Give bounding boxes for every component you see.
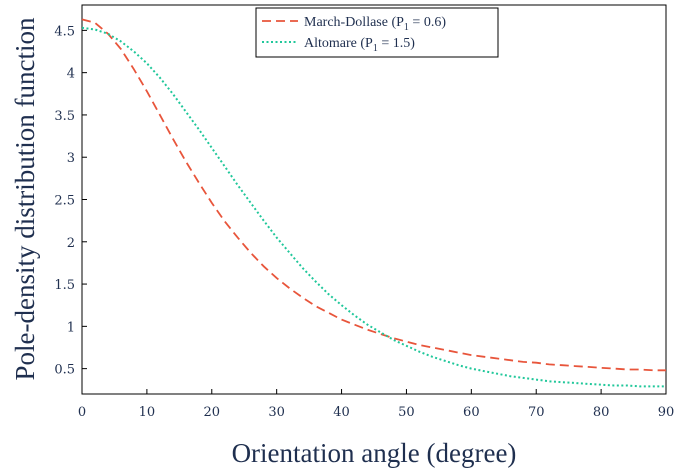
y-tick-label: 3 xyxy=(67,151,75,166)
x-tick-label: 80 xyxy=(593,405,610,420)
x-tick-label: 90 xyxy=(658,405,674,420)
x-tick-label: 70 xyxy=(528,405,545,420)
x-tick-label: 50 xyxy=(398,405,415,420)
x-tick-label: 30 xyxy=(268,405,285,420)
x-axis-title: Orientation angle (degree) xyxy=(232,438,517,468)
y-tick-label: 1.5 xyxy=(54,278,75,293)
y-tick-label: 2.5 xyxy=(54,194,75,209)
y-tick-label: 4 xyxy=(67,67,75,82)
y-tick-label: 1 xyxy=(67,320,75,335)
y-axis-title: Pole-density distribution function xyxy=(10,17,40,380)
y-tick-label: 3.5 xyxy=(54,109,75,124)
x-tick-label: 10 xyxy=(139,405,156,420)
legend-box xyxy=(255,7,499,58)
y-tick-label: 2 xyxy=(67,236,75,251)
series-line-altomare xyxy=(81,26,666,388)
legend-label-march-dollase: March-Dollase (P1 = 0.6) xyxy=(304,15,446,33)
series-layer xyxy=(81,18,666,388)
x-tick-label: 60 xyxy=(463,405,480,420)
series-line-march-dollase xyxy=(81,18,666,372)
y-tick-label: 0.5 xyxy=(54,363,75,378)
y-tick-label: 4.5 xyxy=(54,24,75,39)
x-axis: 0 10 20 30 40 50 60 70 80 90 xyxy=(78,389,674,420)
x-tick-label: 40 xyxy=(333,405,350,420)
x-tick-label: 0 xyxy=(78,405,86,420)
plot-frame xyxy=(81,4,667,395)
x-tick-label: 20 xyxy=(204,405,221,420)
y-axis: 0.5 1 1.5 2 2.5 3 3.5 4 4.5 xyxy=(54,24,87,378)
legend: March-Dollase (P1 = 0.6) Altomare (P1 = … xyxy=(255,7,499,58)
legend-label-altomare: Altomare (P1 = 1.5) xyxy=(304,36,415,54)
